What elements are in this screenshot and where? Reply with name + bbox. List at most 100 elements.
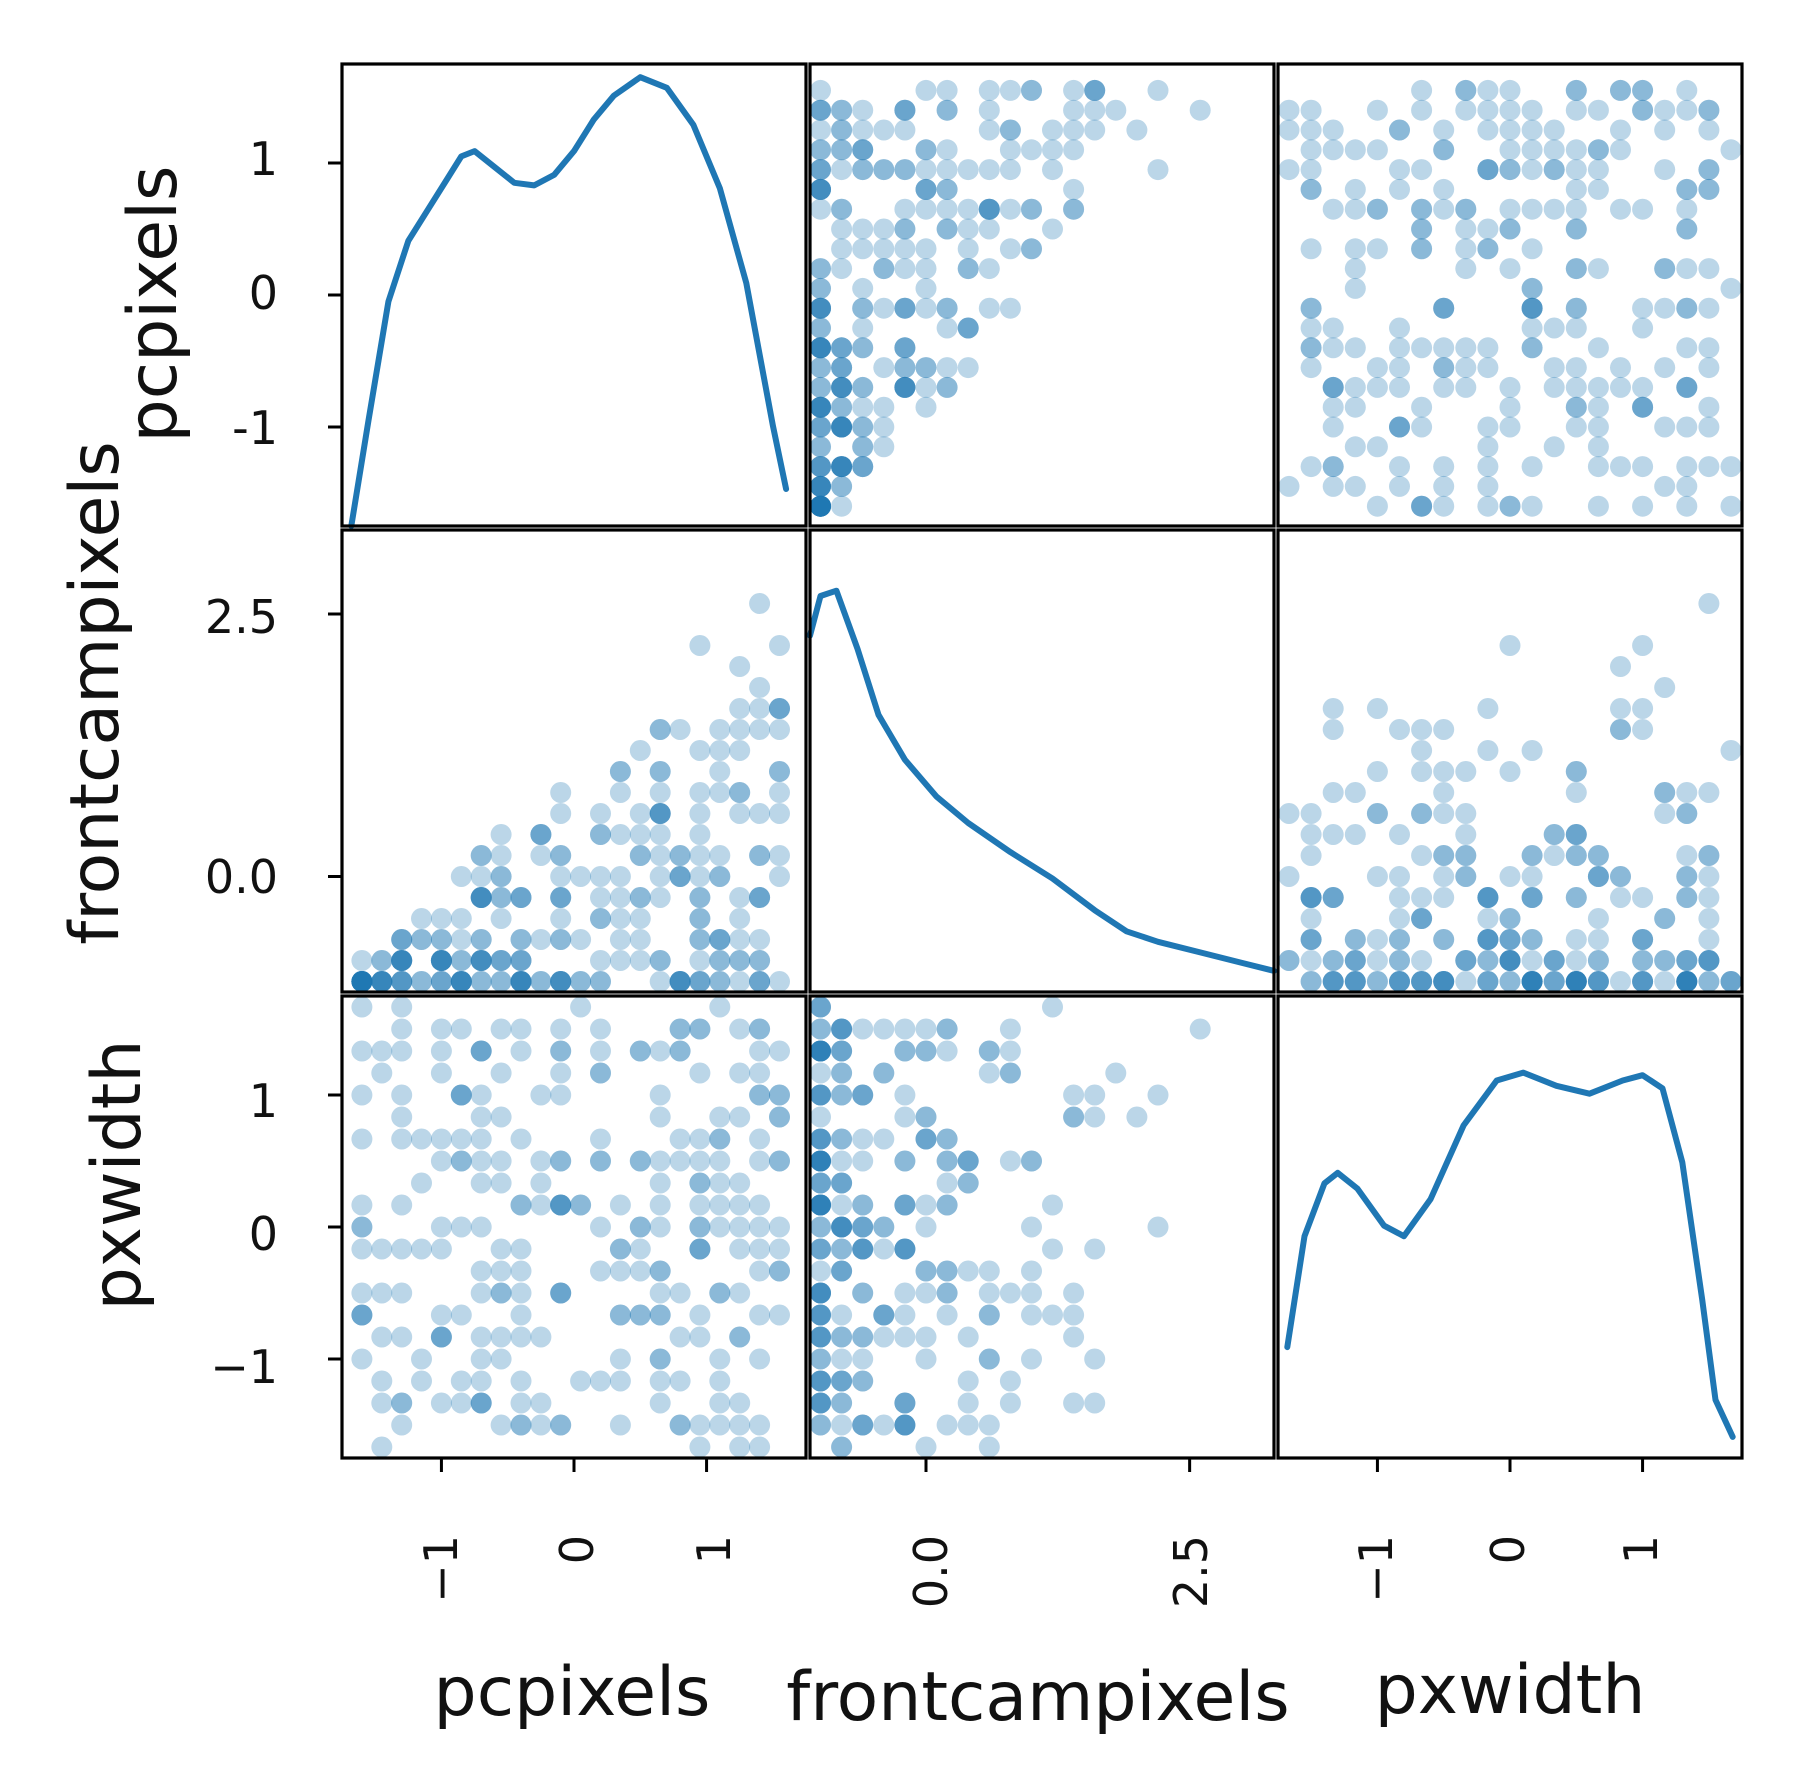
scatter-point <box>1433 866 1455 887</box>
scatter-point <box>873 1326 895 1348</box>
scatter-point <box>894 376 916 398</box>
scatter-point <box>1411 908 1433 929</box>
scatter-point <box>1521 971 1543 992</box>
panel-frame <box>1276 994 1744 1460</box>
scatter-point <box>1521 887 1543 908</box>
scatter-point <box>470 887 492 908</box>
scatter-point <box>831 1326 853 1348</box>
scatter-point <box>1565 761 1587 782</box>
scatter-point <box>709 950 731 971</box>
scatter-point <box>915 139 937 161</box>
scatter-point <box>749 971 771 992</box>
scatter-point <box>391 1326 413 1348</box>
scatter-point <box>490 1348 512 1370</box>
scatter-point <box>709 1282 731 1304</box>
scatter-point <box>1610 376 1631 398</box>
scatter-point <box>1698 845 1720 866</box>
scatter-point <box>470 950 492 971</box>
scatter-point <box>831 1304 853 1326</box>
scatter-point <box>1543 950 1565 971</box>
scatter-point <box>1389 119 1410 141</box>
scatter-point <box>749 845 771 866</box>
scatter-point <box>1632 396 1654 418</box>
scatter-point <box>810 357 831 379</box>
scatter-point <box>530 824 552 845</box>
scatter-point <box>510 971 532 992</box>
scatter-point <box>729 950 751 971</box>
scatter-point <box>894 99 916 121</box>
scatter-point <box>1433 119 1455 141</box>
scatter-point <box>1632 950 1654 971</box>
scatter-point <box>1654 677 1676 698</box>
scatter-point <box>894 258 916 280</box>
scatter-point <box>1366 99 1388 121</box>
scatter-point <box>709 1172 731 1194</box>
scatter-point <box>894 218 916 240</box>
scatter-point <box>1499 950 1521 971</box>
scatter-point <box>1389 908 1410 929</box>
scatter-point <box>810 1282 831 1304</box>
scatter-point <box>810 1282 831 1304</box>
scatter-point <box>411 1348 432 1370</box>
scatter-point <box>550 1018 572 1040</box>
scatter-point <box>450 1084 472 1106</box>
scatter-point <box>1565 159 1587 181</box>
scatter-point <box>749 1238 771 1260</box>
scatter-point <box>1676 376 1698 398</box>
scatter-point <box>729 950 751 971</box>
scatter-point <box>831 1260 853 1282</box>
scatter-point <box>957 1370 979 1392</box>
scatter-point <box>810 178 831 200</box>
scatter-point <box>1565 845 1587 866</box>
scatter-point <box>1411 198 1433 220</box>
scatter-point <box>1543 317 1565 339</box>
scatter-point <box>810 337 831 359</box>
scatter-point <box>729 1238 751 1260</box>
scatter-point <box>1084 1348 1106 1370</box>
scatter-point <box>629 740 651 761</box>
scatter-point <box>978 218 1000 240</box>
scatter-point <box>530 971 552 992</box>
scatter-point <box>1654 258 1676 280</box>
scatter-point <box>1477 950 1499 971</box>
scatter-point <box>1676 971 1698 992</box>
scatter-point <box>450 971 472 992</box>
scatter-point <box>510 929 532 950</box>
scatter-point <box>810 1040 831 1062</box>
y-tick-label-pcpixels-2: 0 <box>249 266 278 320</box>
scatter-point <box>510 950 532 971</box>
scatter-point <box>1366 971 1388 992</box>
scatter-point <box>769 971 790 992</box>
scatter-point <box>1521 99 1543 121</box>
scatter-point <box>852 1128 874 1150</box>
scatter-point <box>1389 950 1410 971</box>
scatter-point <box>936 1018 958 1040</box>
scatter-point <box>1344 929 1366 950</box>
scatter-point <box>649 950 671 971</box>
scatter-point <box>1021 198 1042 220</box>
scatter-point <box>1521 866 1543 887</box>
scatter-point <box>669 845 691 866</box>
scatter-point <box>831 376 853 398</box>
scatter-point <box>510 1414 532 1436</box>
scatter-point <box>831 1370 853 1392</box>
scatter-point <box>831 1216 853 1238</box>
scatter-point <box>894 1414 916 1436</box>
scatter-point <box>915 178 937 200</box>
kde-line-pxwidth <box>1284 1069 1736 1440</box>
scatter-point <box>1720 495 1742 517</box>
scatter-point <box>810 1370 831 1392</box>
scatter-point <box>852 337 874 359</box>
scatter-point <box>590 971 611 992</box>
scatter-point <box>831 416 853 438</box>
scatter-point <box>1521 887 1543 908</box>
scatter-point <box>852 456 874 478</box>
scatter-point <box>915 79 937 101</box>
scatter-point <box>470 1040 492 1062</box>
scatter-point <box>831 337 853 359</box>
scatter-point <box>810 1150 831 1172</box>
scatter-point <box>852 376 874 398</box>
scatter-point <box>669 1018 691 1040</box>
scatter-point <box>1587 495 1609 517</box>
scatter-point <box>1499 908 1521 929</box>
